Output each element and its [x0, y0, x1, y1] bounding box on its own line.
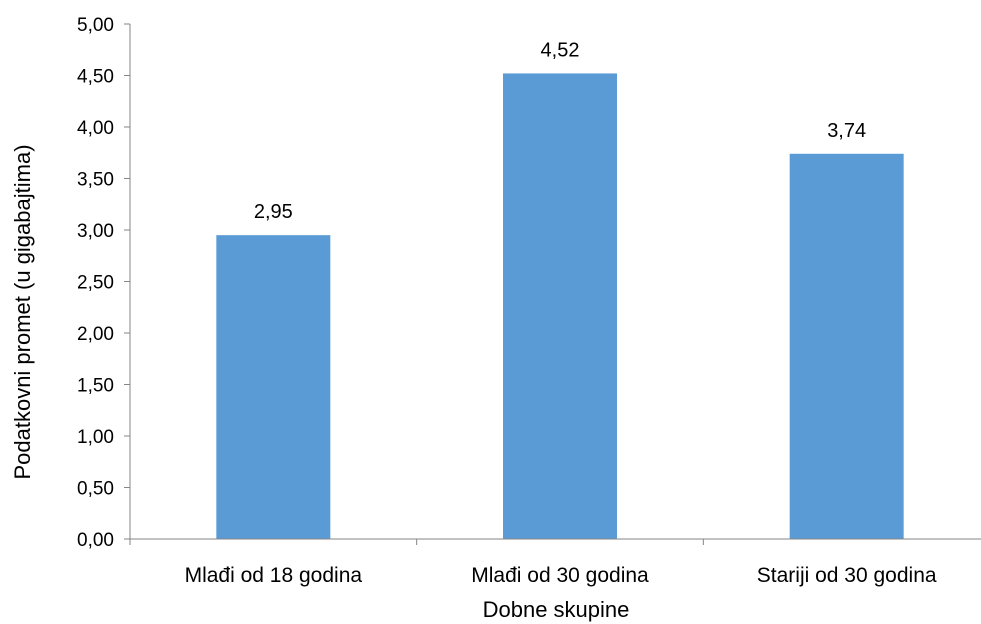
axes: 0,00 0,50 1,00 1,50 2,00 2,50 3,00 3,50 4,00 4,50… [77, 15, 981, 587]
data-label-1: 2,95 [254, 201, 293, 223]
category-label-3: Stariji od 30 godina [757, 564, 937, 587]
y-tick-label-7: 3,50 [77, 170, 114, 191]
bar-3 [789, 153, 904, 539]
bars: 2,95 4,52 3,74 [216, 39, 904, 539]
y-tick-label-6: 3,00 [77, 221, 114, 242]
y-tick-label-3: 1,50 [77, 376, 114, 397]
bar-2 [503, 73, 617, 539]
y-tick-label-8: 4,00 [77, 118, 114, 139]
x-axis-title: Dobne skupine [483, 597, 630, 622]
y-tick-label-9: 4,50 [77, 67, 114, 88]
bar-1 [216, 235, 331, 539]
data-label-2: 4,52 [541, 39, 580, 61]
y-tick-label-4: 2,00 [77, 324, 114, 345]
y-axis-title: Podatkovni promet (u gigabajtima) [10, 144, 35, 479]
y-tick-label-5: 2,50 [77, 273, 114, 294]
y-tick-label-1: 0,50 [77, 479, 114, 500]
data-label-3: 3,74 [827, 120, 866, 142]
category-label-1: Mlađi od 18 godina [185, 564, 363, 587]
y-tick-label-10: 5,00 [77, 15, 114, 36]
y-tick-label-2: 1,00 [77, 427, 114, 448]
y-tick-label-0: 0,00 [77, 530, 114, 551]
category-label-2: Mlađi od 30 godina [471, 564, 649, 587]
